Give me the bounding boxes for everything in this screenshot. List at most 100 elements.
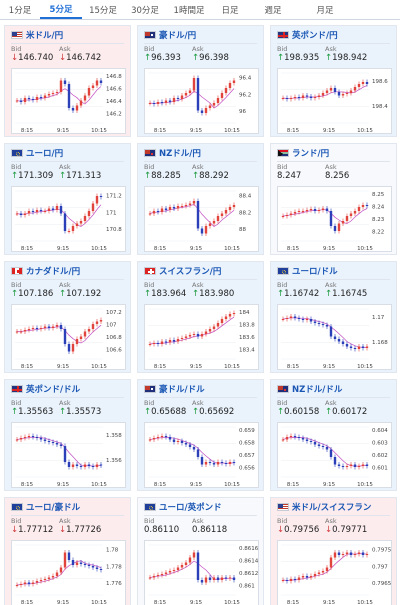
card-header[interactable]: ランド/円 (277, 147, 329, 159)
rate-card[interactable]: ユーロ/ドル Bid Ask ↑1.16742 ↑1.16745 1.17 1.1… (270, 261, 397, 373)
rate-card[interactable]: ユーロ/円 Bid Ask ↑171.309 ↑171.313 171.2 171… (4, 143, 131, 255)
currency-pair-label[interactable]: ランド/円 (292, 149, 330, 159)
card-header[interactable]: 英ポンド/ドル (11, 383, 80, 395)
rate-card[interactable]: 米ドル/スイスフラン Bid Ask ↓0.79756 ↓0.79771 0.7… (270, 497, 397, 605)
y-tick-label: 184 (239, 310, 250, 316)
x-tick-label: 10:15 (224, 482, 240, 488)
ask-arrow-icon: ↑ (192, 407, 200, 417)
bid-label: Bid (144, 399, 155, 407)
candlestick-chart[interactable]: 1.17 1.168 8:15 9:15 10:15 (277, 304, 392, 370)
rate-card[interactable]: NZドル/円 Bid Ask ↑88.285 ↑88.292 88.4 88.2 8… (137, 143, 264, 255)
card-header[interactable]: 豪ドル/円 (144, 29, 196, 41)
tab-1[interactable]: 5分足 (40, 0, 82, 19)
x-tick-label: 8:15 (287, 600, 300, 605)
chart-svg: 0.7975 0.797 0.7965 8:15 9:15 10:15 (281, 544, 392, 605)
candlestick-chart[interactable]: 146.8 146.6 146.4 146.2 8:15 9:15 10:15 (11, 68, 126, 134)
tab-7[interactable]: 月足 (316, 5, 334, 16)
tab-4[interactable]: 1時間足 (173, 5, 205, 16)
rate-card[interactable]: ユーロ/豪ドル Bid Ask ↓1.77712 ↓1.77726 1.78 1.… (4, 497, 131, 605)
candlestick-chart[interactable]: 171.2 171 170.8 8:15 9:15 10:15 (11, 186, 126, 252)
card-header[interactable]: スイスフラン/円 (144, 265, 221, 277)
bid-label: Bid (144, 45, 155, 53)
candlestick-chart[interactable]: 1.78 1.778 1.776 8:15 9:15 10:15 (11, 540, 126, 605)
candlestick-chart[interactable]: 184 183.8 183.6 183.4 8:15 9:15 10:15 (144, 304, 259, 370)
candlestick-chart[interactable]: 107.2 107 106.8 106.6 8:15 9:15 10:15 (11, 304, 126, 370)
bid-label: Bid (11, 45, 22, 53)
rate-card[interactable]: 豪ドル/ドル Bid Ask ↑0.65688 ↑0.65692 0.659 0.… (137, 379, 264, 491)
candlestick-chart[interactable]: 96.4 96.2 96 8:15 9:15 10:15 (144, 68, 259, 134)
y-tick-label: 0.7975 (372, 548, 392, 554)
y-tick-label: 107.2 (106, 310, 122, 316)
currency-pair-label[interactable]: NZドル/円 (159, 149, 201, 159)
rate-card[interactable]: カナダドル/円 Bid Ask ↑107.186 ↑107.192 107.2 1… (4, 261, 131, 373)
ask-label: Ask (192, 45, 204, 53)
currency-pair-label[interactable]: カナダドル/円 (26, 267, 81, 277)
x-tick-label: 8:15 (21, 482, 34, 488)
rate-card[interactable]: 英ポンド/円 Bid Ask ↑198.935 ↑198.942 198.6 19… (270, 25, 397, 137)
currency-pair-label[interactable]: スイスフラン/円 (159, 267, 222, 277)
currency-pair-label[interactable]: NZドル/ドル (292, 385, 343, 395)
bid-label: Bid (11, 163, 22, 171)
currency-pair-label[interactable]: ユーロ/円 (26, 149, 64, 159)
tab-0[interactable]: 1分足 (8, 5, 32, 16)
currency-pair-label[interactable]: ユーロ/ドル (292, 267, 338, 277)
chart-svg: 184 183.8 183.6 183.4 8:15 9:15 10:15 (148, 308, 255, 370)
card-header[interactable]: 米ドル/円 (11, 29, 63, 41)
candlestick-chart[interactable]: 198.6 198.4 8:15 9:15 10:15 (277, 68, 392, 134)
card-header[interactable]: 米ドル/スイスフラン (277, 501, 371, 513)
candlestick-chart[interactable]: 0.659 0.658 0.657 0.656 8:15 9:15 10:15 (144, 422, 259, 488)
card-header[interactable]: NZドル/円 (144, 147, 201, 159)
candlestick-chart[interactable]: 0.604 0.603 0.602 0.601 8:15 9:15 10:15 (277, 422, 392, 488)
card-header[interactable]: ユーロ/豪ドル (11, 501, 80, 513)
tab-6[interactable]: 週足 (264, 5, 282, 16)
card-header[interactable]: NZドル/ドル (277, 383, 342, 395)
card-header[interactable]: ユーロ/ドル (277, 265, 338, 277)
rate-card[interactable]: ランド/円 Bid Ask 8.247 8.256 8.25 8.24 8.23 8.… (270, 143, 397, 255)
candlestick-chart[interactable]: 88.4 88.2 88 8:15 9:15 10:15 (144, 186, 259, 252)
card-header[interactable]: 英ポンド/円 (277, 29, 338, 41)
ch-flag-icon (144, 267, 156, 275)
currency-pair-label[interactable]: 豪ドル/円 (159, 31, 197, 41)
tab-5[interactable]: 日足 (221, 5, 239, 16)
currency-pair-label[interactable]: ユーロ/英ポンド (159, 503, 222, 513)
rate-card[interactable]: 豪ドル/円 Bid Ask ↑96.393 ↑96.398 96.4 96.2 96… (137, 25, 264, 137)
x-tick-label: 8:15 (154, 246, 167, 252)
quote-values: ↓1.77712 ↓1.77726 (11, 525, 101, 535)
chart-svg: 107.2 107 106.8 106.6 8:15 9:15 10:15 (15, 308, 122, 370)
rate-card[interactable]: 英ポンド/ドル Bid Ask ↑1.35563 ↑1.35573 1.358 1… (4, 379, 131, 491)
currency-pair-label[interactable]: 米ドル/円 (26, 31, 64, 41)
chart-svg: 8.25 8.24 8.23 8.22 8:15 9:15 10:15 (281, 190, 385, 252)
candlestick-chart[interactable]: 1.358 1.356 8:15 9:15 10:15 (11, 422, 126, 488)
y-tick-label: 0.659 (239, 428, 255, 434)
currency-pair-label[interactable]: ユーロ/豪ドル (26, 503, 81, 513)
card-header[interactable]: ユーロ/円 (11, 147, 63, 159)
quote-values: ↑1.35563 ↑1.35573 (11, 407, 101, 417)
rate-card[interactable]: 米ドル/円 Bid Ask ↓146.740 ↓146.742 146.8 146… (4, 25, 131, 137)
currency-pair-label[interactable]: 米ドル/スイスフラン (292, 503, 372, 513)
ask-label: Ask (59, 163, 71, 171)
currency-pair-label[interactable]: 豪ドル/ドル (159, 385, 205, 395)
rate-card[interactable]: NZドル/ドル Bid Ask ↑0.60158 ↑0.60172 0.604 0… (270, 379, 397, 491)
bid-arrow-icon: ↑ (11, 407, 19, 417)
x-tick-label: 8:15 (154, 600, 167, 605)
ask-label: Ask (59, 281, 71, 289)
card-header[interactable]: カナダドル/円 (11, 265, 80, 277)
candlestick-chart[interactable]: 8.25 8.24 8.23 8.22 8:15 9:15 10:15 (277, 186, 392, 252)
chart-svg: 88.4 88.2 88 8:15 9:15 10:15 (148, 190, 252, 252)
y-tick-label: 8.23 (372, 217, 385, 223)
card-header[interactable]: 豪ドル/ドル (144, 383, 205, 395)
ca-flag-icon (11, 267, 23, 275)
card-header[interactable]: ユーロ/英ポンド (144, 501, 222, 513)
y-tick-label: 96.4 (239, 76, 252, 82)
x-tick-label: 9:15 (190, 246, 203, 252)
tab-3[interactable]: 30分足 (131, 5, 159, 16)
currency-pair-label[interactable]: 英ポンド/ドル (26, 385, 81, 395)
currency-pair-label[interactable]: 英ポンド/円 (292, 31, 338, 41)
rate-card[interactable]: スイスフラン/円 Bid Ask ↑183.964 ↑183.980 184 18… (137, 261, 264, 373)
rate-card[interactable]: ユーロ/英ポンド Bid Ask 0.86110 0.86118 0.8616 0… (137, 497, 264, 605)
tab-2[interactable]: 15分足 (89, 5, 117, 16)
candlestick-chart[interactable]: 0.8616 0.8614 0.8612 0.861 8:15 9:15 10:15 (144, 540, 259, 605)
bid-label: Bid (277, 517, 288, 525)
x-tick-label: 9:15 (323, 246, 336, 252)
candlestick-chart[interactable]: 0.7975 0.797 0.7965 8:15 9:15 10:15 (277, 540, 392, 605)
